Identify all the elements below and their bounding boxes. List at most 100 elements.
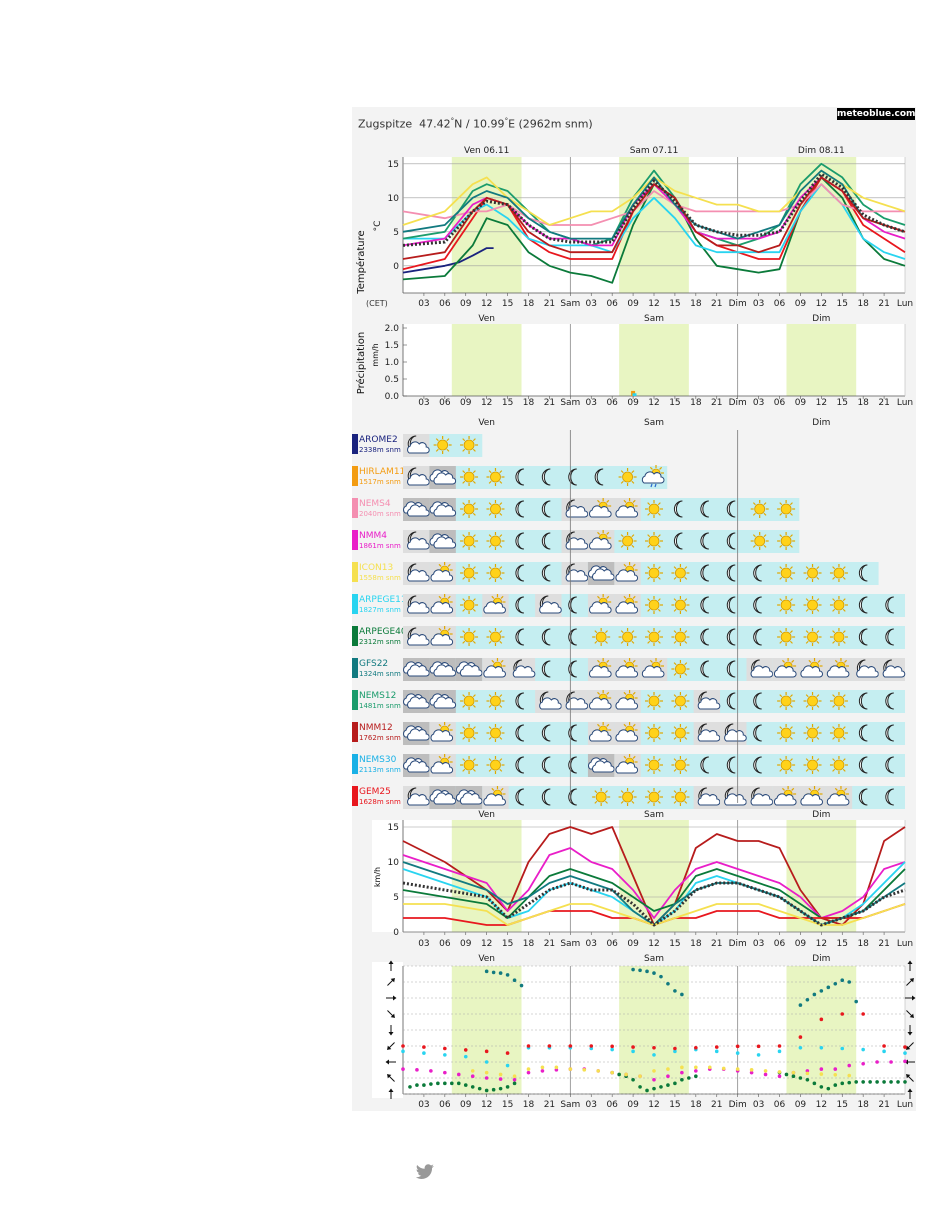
direction-day-label: Ven [478, 954, 495, 964]
direction-point [791, 1070, 796, 1075]
direction-point [666, 981, 670, 986]
sun-ray [779, 640, 783, 644]
twitter-icon[interactable] [415, 1164, 435, 1180]
moon-icon [541, 468, 551, 486]
moon-icon [726, 660, 736, 678]
sun-disc [675, 599, 686, 611]
sun-icon [777, 532, 796, 550]
cloud-icon [429, 661, 457, 677]
brand-logo[interactable]: meteoblue.com [837, 108, 916, 120]
sun-ray [842, 758, 846, 762]
direction-point [422, 1083, 426, 1087]
sun-ray [779, 694, 783, 698]
sun-disc [833, 759, 845, 771]
sun-disc [780, 503, 792, 515]
sun-icon [671, 692, 690, 710]
temp-x-tick-label: 21 [711, 299, 722, 309]
sun-cloud-icon [773, 786, 797, 806]
sun-ray [491, 595, 495, 599]
model-color-swatch [352, 658, 358, 678]
precip-x-tick-label: 18 [690, 398, 702, 408]
arrow-head [388, 960, 394, 964]
sun-cloud-icon [773, 658, 797, 678]
moon-shape [700, 756, 709, 774]
direction-point [673, 1046, 677, 1051]
sun-ray [488, 470, 492, 474]
moon-icon [700, 628, 709, 646]
sun-ray [832, 598, 836, 602]
sun-ray [684, 694, 688, 698]
wind-arrow-icon [386, 995, 397, 1001]
sun-ray [842, 704, 846, 708]
moon-shape [541, 756, 551, 774]
direction-point [903, 1051, 907, 1055]
direction-point [477, 1086, 482, 1091]
direction-x-tick-label: 09 [460, 1100, 472, 1110]
sun-disc [807, 695, 818, 707]
direction-point [673, 989, 677, 993]
precip-y-label: Précipitation [355, 332, 367, 395]
direction-point [512, 1074, 517, 1079]
sun-ray [779, 768, 783, 772]
cloud-shape [724, 793, 747, 806]
direction-point [861, 1080, 865, 1084]
sun-ray [673, 758, 677, 762]
direction-point [798, 1035, 803, 1039]
sun-ray [594, 800, 598, 804]
moon-shape [515, 564, 524, 582]
wind-x-tick-label: 09 [795, 939, 807, 949]
sun-ray [647, 704, 651, 708]
direction-point [798, 1076, 803, 1080]
sun-ray [832, 694, 836, 698]
wind-arrow-icon [905, 995, 916, 1001]
direction-point [638, 1085, 642, 1089]
wind-x-tick-label: 15 [502, 939, 513, 949]
cloud-shape [430, 601, 454, 614]
moon-shape [700, 500, 709, 518]
sun-ray [782, 659, 785, 663]
sun-ray [832, 640, 836, 644]
moon-shape [541, 468, 551, 486]
direction-point [666, 1067, 670, 1071]
sun-ray [805, 598, 809, 602]
moon-icon [858, 724, 868, 742]
wind-y-tick-label: 5 [393, 893, 399, 903]
precip-x-tick-label: 03 [753, 398, 764, 408]
direction-point [805, 1071, 810, 1076]
cloud-shape [407, 728, 430, 741]
moon-shape [515, 724, 524, 742]
cloud-shape [615, 729, 639, 742]
cloud-shape [641, 665, 665, 678]
sun-ray [805, 566, 809, 570]
direction-point [540, 1065, 545, 1070]
wind-arrow-icon [907, 1025, 913, 1036]
model-elevation: 1481m snm [359, 702, 401, 710]
sun-icon [486, 532, 505, 550]
moon-icon [515, 628, 524, 646]
moon-icon [726, 500, 736, 518]
direction-point [498, 1086, 503, 1091]
moon-shape [753, 692, 762, 710]
sun-ray [438, 755, 442, 759]
precip-x-tick-label: 21 [878, 398, 889, 408]
cloud-shape [483, 665, 506, 678]
sun-ray [673, 608, 677, 612]
sun-ray [832, 704, 836, 708]
cloud-shape [592, 568, 615, 581]
sun-ray [472, 694, 476, 698]
temp-x-tick-label: 21 [544, 299, 555, 309]
sun-ray [462, 576, 466, 580]
sun-icon [486, 692, 505, 710]
direction-series-5 [470, 1065, 852, 1079]
direction-x-tick-label: 03 [586, 1100, 597, 1110]
sun-disc [807, 727, 818, 739]
direction-point [847, 980, 852, 984]
sun-icon [486, 628, 505, 646]
moon-icon [885, 756, 894, 774]
sun-ray [500, 787, 504, 791]
direction-point [652, 1086, 656, 1091]
wind-arrow-icon [387, 1074, 395, 1082]
sun-icon [460, 564, 479, 582]
